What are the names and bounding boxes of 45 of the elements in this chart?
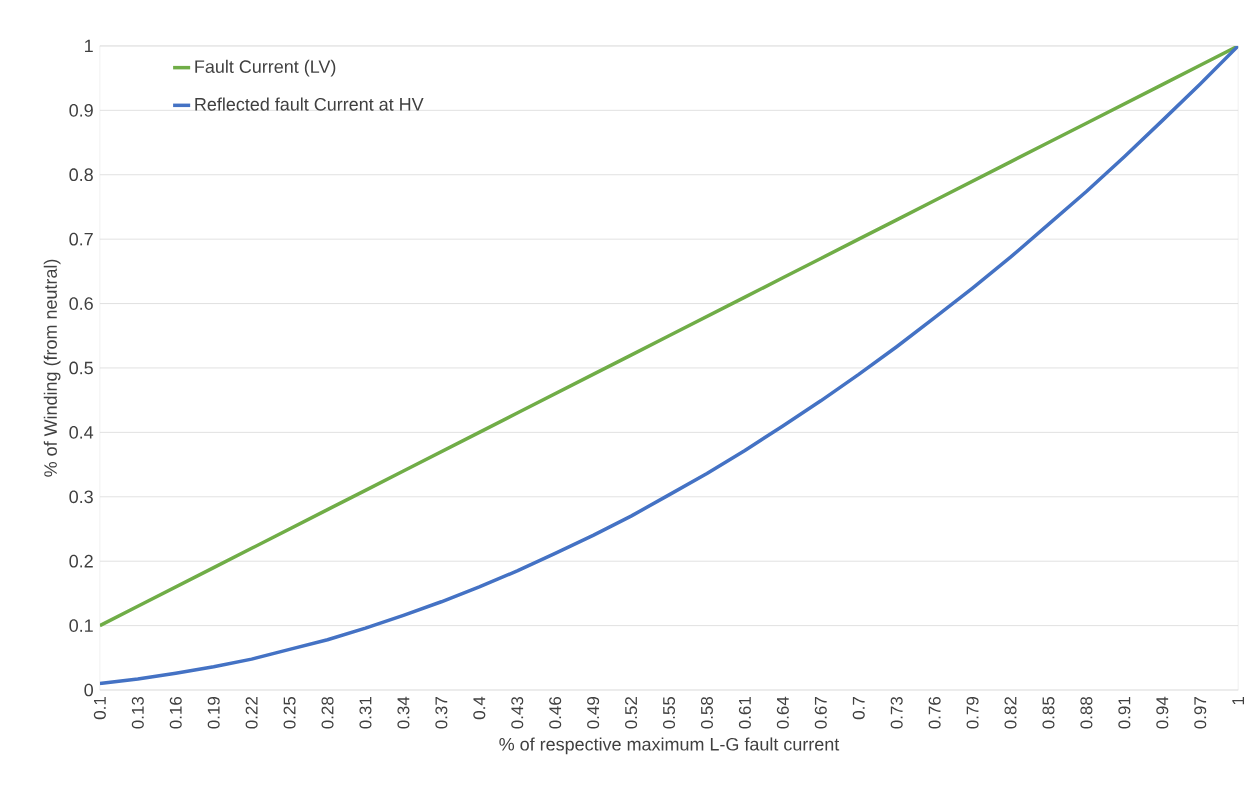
x-tick-label: 0.88 bbox=[1080, 697, 1093, 729]
x-tick-label: 0.76 bbox=[928, 697, 941, 729]
x-tick-label: 0.25 bbox=[283, 697, 296, 729]
x-tick-label: 0.43 bbox=[511, 697, 524, 729]
x-tick-label: 0.85 bbox=[1042, 697, 1055, 729]
x-tick-label: 0.19 bbox=[207, 697, 220, 729]
x-tick-label: 0.22 bbox=[245, 697, 258, 729]
x-tick-label: 0.37 bbox=[435, 697, 448, 729]
y-tick-label: 0.6 bbox=[69, 297, 93, 310]
x-tick-label: 0.64 bbox=[776, 696, 789, 729]
x-tick-label: 0.7 bbox=[852, 697, 865, 720]
x-tick-label: 1 bbox=[1232, 697, 1245, 705]
y-tick-label: 0.3 bbox=[69, 490, 93, 504]
x-tick-label: 0.73 bbox=[890, 697, 903, 729]
x-tick-label: 0.52 bbox=[625, 697, 638, 729]
x-tick-label: 0.82 bbox=[1004, 697, 1017, 729]
x-tick-label: 0.94 bbox=[1156, 696, 1169, 729]
x-tick-label: 0.34 bbox=[397, 696, 410, 729]
legend-label: Fault Current (LV) bbox=[195, 59, 336, 77]
x-tick-label: 0.79 bbox=[966, 697, 979, 729]
y-tick-label: 0.7 bbox=[69, 232, 93, 246]
y-tick-label: 1 bbox=[85, 39, 93, 53]
x-tick-label: 0.58 bbox=[700, 697, 713, 729]
x-tick-label: 0.16 bbox=[169, 697, 182, 729]
x-tick-label: 0.91 bbox=[1118, 697, 1131, 729]
x-axis-title: % of respective maximum L-G fault current bbox=[499, 737, 840, 755]
x-tick-label: 0.28 bbox=[321, 697, 334, 729]
y-axis-title: % of Winding (from neutral) bbox=[43, 259, 61, 477]
y-tick-label: 0.8 bbox=[69, 168, 93, 182]
x-tick-label: 0.67 bbox=[814, 697, 827, 729]
x-tick-label: 0.13 bbox=[131, 697, 144, 729]
x-tick-label: 0.46 bbox=[549, 697, 562, 729]
y-tick-label: 0.5 bbox=[69, 361, 93, 375]
x-tick-label: 0.4 bbox=[473, 696, 486, 720]
x-tick-label: 0.97 bbox=[1194, 697, 1207, 729]
y-tick-label: 0 bbox=[84, 683, 93, 697]
x-tick-label: 0.55 bbox=[663, 697, 676, 729]
y-tick-label: 0.2 bbox=[69, 554, 93, 568]
x-tick-label: 0.49 bbox=[587, 697, 600, 729]
x-tick-label: 0.61 bbox=[738, 697, 751, 729]
y-tick-label: 0.9 bbox=[69, 104, 93, 117]
y-tick-label: 0.4 bbox=[69, 426, 94, 439]
legend-label: Reflected fault Current at HV bbox=[195, 97, 424, 111]
y-tick-label: 0.1 bbox=[69, 619, 93, 633]
x-tick-label: 0.31 bbox=[359, 697, 372, 729]
